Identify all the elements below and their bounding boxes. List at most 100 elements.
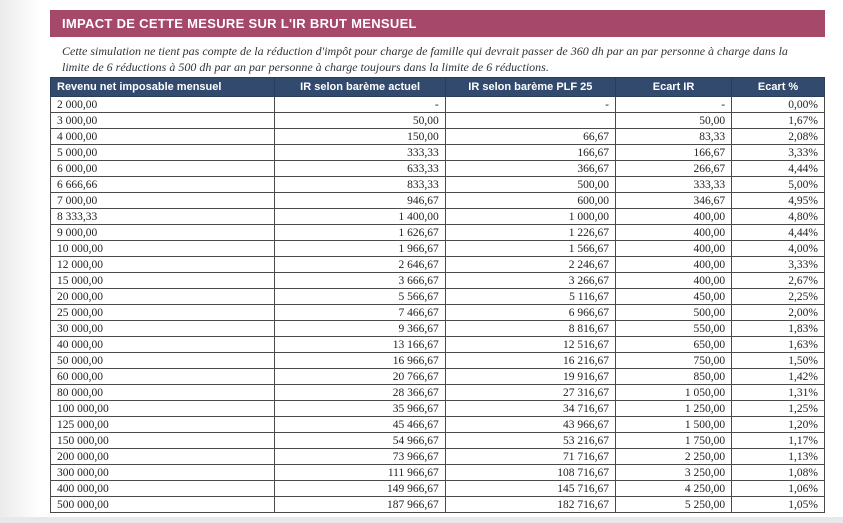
- cell-ecir: 166,67: [615, 145, 731, 161]
- table-body: 2 000,00---0,00%3 000,0050,0050,001,67%4…: [51, 97, 825, 513]
- cell-ecir: 400,00: [615, 209, 731, 225]
- cell-rev: 80 000,00: [51, 385, 275, 401]
- cell-ecpct: 4,95%: [732, 193, 825, 209]
- section-banner-title: IMPACT DE CETTE MESURE SUR L'IR BRUT MEN…: [62, 16, 417, 31]
- cell-rev: 2 000,00: [51, 97, 275, 113]
- cell-ecpct: 2,08%: [732, 129, 825, 145]
- table-row: 12 000,002 646,672 246,67400,003,33%: [51, 257, 825, 273]
- cell-rev: 4 000,00: [51, 129, 275, 145]
- table-row: 400 000,00149 966,67145 716,674 250,001,…: [51, 481, 825, 497]
- cell-plf: 19 916,67: [445, 369, 615, 385]
- cell-act: 3 666,67: [275, 273, 445, 289]
- cell-rev: 10 000,00: [51, 241, 275, 257]
- cell-rev: 20 000,00: [51, 289, 275, 305]
- cell-rev: 3 000,00: [51, 113, 275, 129]
- section-banner: IMPACT DE CETTE MESURE SUR L'IR BRUT MEN…: [50, 10, 825, 37]
- page: IMPACT DE CETTE MESURE SUR L'IR BRUT MEN…: [0, 0, 843, 517]
- cell-ecir: 1 500,00: [615, 417, 731, 433]
- table-row: 50 000,0016 966,6716 216,67750,001,50%: [51, 353, 825, 369]
- cell-rev: 12 000,00: [51, 257, 275, 273]
- cell-rev: 300 000,00: [51, 465, 275, 481]
- cell-act: 187 966,67: [275, 497, 445, 513]
- cell-act: 946,67: [275, 193, 445, 209]
- cell-plf: 53 216,67: [445, 433, 615, 449]
- cell-ecpct: 1,08%: [732, 465, 825, 481]
- intro-note: Cette simulation ne tient pas compte de …: [50, 37, 825, 77]
- cell-ecpct: 3,33%: [732, 257, 825, 273]
- cell-act: 111 966,67: [275, 465, 445, 481]
- col-header-ir-actuel: IR selon barème actuel: [275, 78, 445, 97]
- table-row: 20 000,005 566,675 116,67450,002,25%: [51, 289, 825, 305]
- cell-plf: 12 516,67: [445, 337, 615, 353]
- cell-act: 1 626,67: [275, 225, 445, 241]
- cell-ecpct: 2,25%: [732, 289, 825, 305]
- cell-ecpct: 1,05%: [732, 497, 825, 513]
- table-row: 3 000,0050,0050,001,67%: [51, 113, 825, 129]
- cell-ecir: 850,00: [615, 369, 731, 385]
- table-header: Revenu net imposable mensuel IR selon ba…: [51, 78, 825, 97]
- table-row: 200 000,0073 966,6771 716,672 250,001,13…: [51, 449, 825, 465]
- cell-plf: 5 116,67: [445, 289, 615, 305]
- cell-plf: 1 226,67: [445, 225, 615, 241]
- cell-act: 1 966,67: [275, 241, 445, 257]
- cell-act: 833,33: [275, 177, 445, 193]
- cell-ecir: 2 250,00: [615, 449, 731, 465]
- cell-ecir: 1 050,00: [615, 385, 731, 401]
- cell-act: 35 966,67: [275, 401, 445, 417]
- cell-ecpct: 1,67%: [732, 113, 825, 129]
- table-row: 60 000,0020 766,6719 916,67850,001,42%: [51, 369, 825, 385]
- cell-ecpct: 1,20%: [732, 417, 825, 433]
- cell-rev: 8 333,33: [51, 209, 275, 225]
- ir-impact-table: Revenu net imposable mensuel IR selon ba…: [50, 77, 825, 513]
- cell-ecir: 650,00: [615, 337, 731, 353]
- cell-ecpct: 1,06%: [732, 481, 825, 497]
- cell-rev: 200 000,00: [51, 449, 275, 465]
- cell-act: 149 966,67: [275, 481, 445, 497]
- cell-rev: 500 000,00: [51, 497, 275, 513]
- cell-act: 9 366,67: [275, 321, 445, 337]
- cell-ecpct: 2,67%: [732, 273, 825, 289]
- cell-ecir: 50,00: [615, 113, 731, 129]
- cell-act: 50,00: [275, 113, 445, 129]
- cell-ecpct: 1,13%: [732, 449, 825, 465]
- cell-act: 7 466,67: [275, 305, 445, 321]
- cell-ecir: 5 250,00: [615, 497, 731, 513]
- cell-act: 150,00: [275, 129, 445, 145]
- cell-ecir: 333,33: [615, 177, 731, 193]
- cell-ecpct: 1,50%: [732, 353, 825, 369]
- table-row: 15 000,003 666,673 266,67400,002,67%: [51, 273, 825, 289]
- cell-plf: 500,00: [445, 177, 615, 193]
- cell-plf: 16 216,67: [445, 353, 615, 369]
- cell-plf: -: [445, 97, 615, 113]
- cell-ecir: 400,00: [615, 241, 731, 257]
- cell-rev: 15 000,00: [51, 273, 275, 289]
- cell-plf: 600,00: [445, 193, 615, 209]
- cell-act: 633,33: [275, 161, 445, 177]
- col-header-ecart-pct: Ecart %: [732, 78, 825, 97]
- table-row: 8 333,331 400,001 000,00400,004,80%: [51, 209, 825, 225]
- table-row: 30 000,009 366,678 816,67550,001,83%: [51, 321, 825, 337]
- cell-plf: 108 716,67: [445, 465, 615, 481]
- cell-rev: 100 000,00: [51, 401, 275, 417]
- cell-act: 54 966,67: [275, 433, 445, 449]
- cell-act: 73 966,67: [275, 449, 445, 465]
- cell-ecir: 4 250,00: [615, 481, 731, 497]
- cell-plf: 8 816,67: [445, 321, 615, 337]
- cell-rev: 50 000,00: [51, 353, 275, 369]
- table-row: 125 000,0045 466,6743 966,671 500,001,20…: [51, 417, 825, 433]
- cell-plf: 34 716,67: [445, 401, 615, 417]
- table-row: 6 666,66833,33500,00333,335,00%: [51, 177, 825, 193]
- cell-act: 13 166,67: [275, 337, 445, 353]
- cell-plf: 166,67: [445, 145, 615, 161]
- cell-rev: 400 000,00: [51, 481, 275, 497]
- cell-act: 45 466,67: [275, 417, 445, 433]
- cell-rev: 125 000,00: [51, 417, 275, 433]
- table-row: 25 000,007 466,676 966,67500,002,00%: [51, 305, 825, 321]
- cell-plf: 6 966,67: [445, 305, 615, 321]
- cell-ecir: 1 750,00: [615, 433, 731, 449]
- cell-act: 28 366,67: [275, 385, 445, 401]
- cell-plf: 366,67: [445, 161, 615, 177]
- col-header-revenu: Revenu net imposable mensuel: [51, 78, 275, 97]
- cell-ecpct: 4,80%: [732, 209, 825, 225]
- cell-ecpct: 4,00%: [732, 241, 825, 257]
